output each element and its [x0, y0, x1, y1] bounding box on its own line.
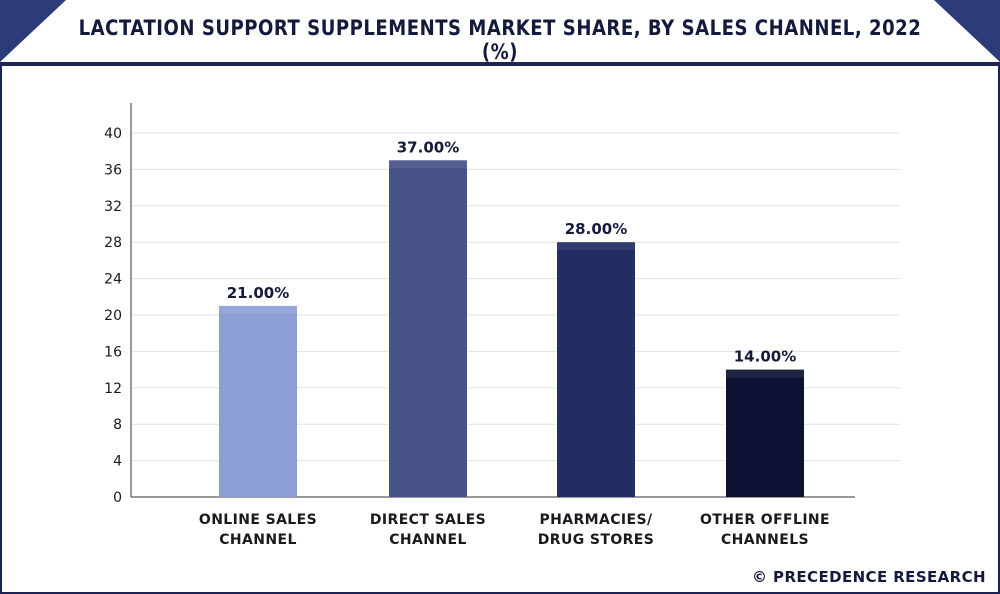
bar-highlight: [557, 242, 635, 251]
data-label: 37.00%: [397, 138, 459, 156]
data-label: 21.00%: [227, 284, 289, 302]
y-tick-label: 4: [113, 454, 122, 470]
data-label: 28.00%: [565, 220, 627, 238]
corner-accent-left: [0, 0, 66, 62]
chart-title: LACTATION SUPPORT SUPPLEMENTS MARKET SHA…: [78, 16, 922, 64]
bar: [389, 160, 467, 498]
data-label: 14.00%: [734, 348, 796, 366]
bar: [557, 242, 635, 497]
y-tick-label: 40: [104, 126, 122, 142]
y-tick-label: 12: [104, 381, 122, 397]
x-category-label: OTHER OFFLINE: [700, 512, 830, 528]
header-rule: [0, 62, 1000, 66]
watermark: © PRECEDENCE RESEARCH: [752, 568, 986, 586]
bar: [219, 305, 297, 497]
x-category-label: CHANNEL: [219, 532, 297, 548]
y-tick-label: 28: [104, 235, 122, 251]
y-tick-label: 16: [104, 344, 122, 360]
y-tick-label: 32: [104, 199, 122, 215]
corner-accent-right: [934, 0, 1000, 62]
y-tick-label: 0: [113, 490, 122, 506]
bar-highlight: [389, 160, 467, 169]
x-category-label: PHARMACIES/: [539, 512, 652, 528]
header: LACTATION SUPPORT SUPPLEMENTS MARKET SHA…: [0, 0, 1000, 66]
x-category-label: CHANNELS: [721, 532, 809, 548]
x-category-label: DRUG STORES: [538, 532, 655, 548]
x-category-label: ONLINE SALES: [199, 512, 317, 528]
y-tick-label: 20: [104, 308, 122, 324]
y-tick-label: 24: [104, 272, 122, 288]
y-tick-label: 8: [113, 417, 122, 433]
x-category-label: CHANNEL: [389, 532, 467, 548]
bar: [726, 369, 804, 497]
y-tick-label: 36: [104, 162, 122, 178]
bar-highlight: [726, 369, 804, 378]
header-decoration: [0, 0, 1000, 62]
x-category-label: DIRECT SALES: [370, 512, 486, 528]
bar-highlight: [219, 305, 297, 314]
